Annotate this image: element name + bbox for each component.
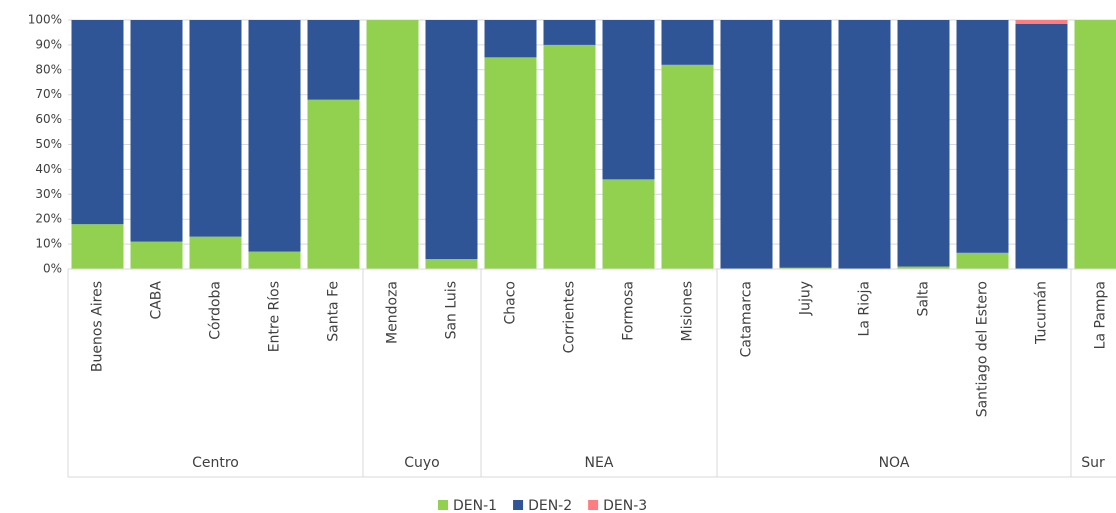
y-tick-label: 100% bbox=[28, 13, 62, 27]
x-tick-label: San Luis bbox=[444, 281, 460, 339]
bar-segment bbox=[366, 20, 419, 269]
y-tick-label: 0% bbox=[43, 262, 62, 276]
y-tick-label: 70% bbox=[35, 87, 62, 101]
y-tick-label: 50% bbox=[35, 137, 62, 151]
bar-segment bbox=[484, 20, 537, 58]
bar-segment bbox=[130, 241, 183, 269]
group-label: Centro bbox=[192, 455, 239, 471]
bar-segment bbox=[779, 20, 832, 268]
x-tick-label: Formosa bbox=[621, 281, 637, 341]
bar-segment bbox=[897, 266, 950, 269]
bar-segment bbox=[838, 20, 891, 269]
bar-segment bbox=[720, 20, 773, 269]
x-tick-label: Chaco bbox=[503, 281, 519, 325]
x-tick-label: Corrientes bbox=[562, 281, 578, 353]
y-tick-label: 10% bbox=[35, 237, 62, 251]
bar-segment bbox=[956, 20, 1009, 253]
legend-label: DEN-1 bbox=[453, 498, 497, 513]
bar-segment bbox=[71, 224, 124, 269]
legend-label: DEN-2 bbox=[528, 498, 572, 513]
group-label: Sur bbox=[1081, 455, 1105, 471]
x-tick-label: Catamarca bbox=[739, 281, 755, 357]
x-tick-label: Salta bbox=[916, 281, 932, 316]
x-tick-label: CABA bbox=[149, 281, 165, 320]
bar-segment bbox=[602, 179, 655, 269]
bar-segment bbox=[425, 259, 478, 269]
x-tick-label: Santiago del Estero bbox=[975, 281, 991, 417]
bar-segment bbox=[248, 251, 301, 269]
legend-swatch bbox=[513, 500, 524, 510]
x-tick-label: Jujuy bbox=[798, 281, 814, 316]
group-label: NEA bbox=[585, 455, 614, 471]
x-tick-label: Misiones bbox=[680, 281, 696, 342]
bar-segment bbox=[189, 20, 242, 237]
group-label: Cuyo bbox=[404, 455, 440, 471]
x-tick-label: Buenos Aires bbox=[90, 281, 106, 372]
bar-segment bbox=[130, 20, 183, 242]
bar-segment bbox=[661, 20, 714, 65]
bar-segment bbox=[1074, 20, 1116, 269]
bar-segment bbox=[779, 267, 832, 269]
y-tick-label: 30% bbox=[35, 187, 62, 201]
x-tick-label: Santa Fe bbox=[326, 281, 342, 342]
x-tick-label: Entre Ríos bbox=[267, 281, 283, 352]
x-tick-label: Córdoba bbox=[208, 281, 224, 340]
group-label: NOA bbox=[879, 455, 910, 471]
x-tick-label: Mendoza bbox=[385, 281, 401, 344]
bar-segment bbox=[661, 64, 714, 269]
bar-segment bbox=[602, 20, 655, 180]
y-tick-label: 20% bbox=[35, 212, 62, 226]
legend-label: DEN-3 bbox=[603, 498, 647, 513]
bar-segment bbox=[425, 20, 478, 260]
bar-segment bbox=[543, 44, 596, 270]
bar-segment bbox=[543, 20, 596, 45]
bar-segment bbox=[248, 20, 301, 252]
bar-segment bbox=[897, 20, 950, 267]
bar-segment bbox=[1015, 23, 1068, 269]
bar-segment bbox=[1015, 20, 1068, 24]
bar-segment bbox=[307, 20, 360, 100]
bar-segment bbox=[307, 99, 360, 270]
legend-swatch bbox=[438, 500, 448, 510]
y-tick-label: 90% bbox=[35, 37, 62, 51]
x-tick-label: La Pampa bbox=[1093, 281, 1109, 349]
x-tick-label: Tucumán bbox=[1034, 281, 1050, 345]
bar-segment bbox=[484, 57, 537, 269]
legend-swatch bbox=[588, 500, 599, 510]
bar-segment bbox=[189, 236, 242, 269]
bar-segment bbox=[956, 252, 1009, 269]
bar-segment bbox=[71, 20, 124, 225]
x-tick-label: La Rioja bbox=[857, 281, 873, 336]
y-tick-label: 40% bbox=[35, 162, 62, 176]
y-tick-label: 80% bbox=[35, 62, 62, 76]
y-tick-label: 60% bbox=[35, 112, 62, 126]
